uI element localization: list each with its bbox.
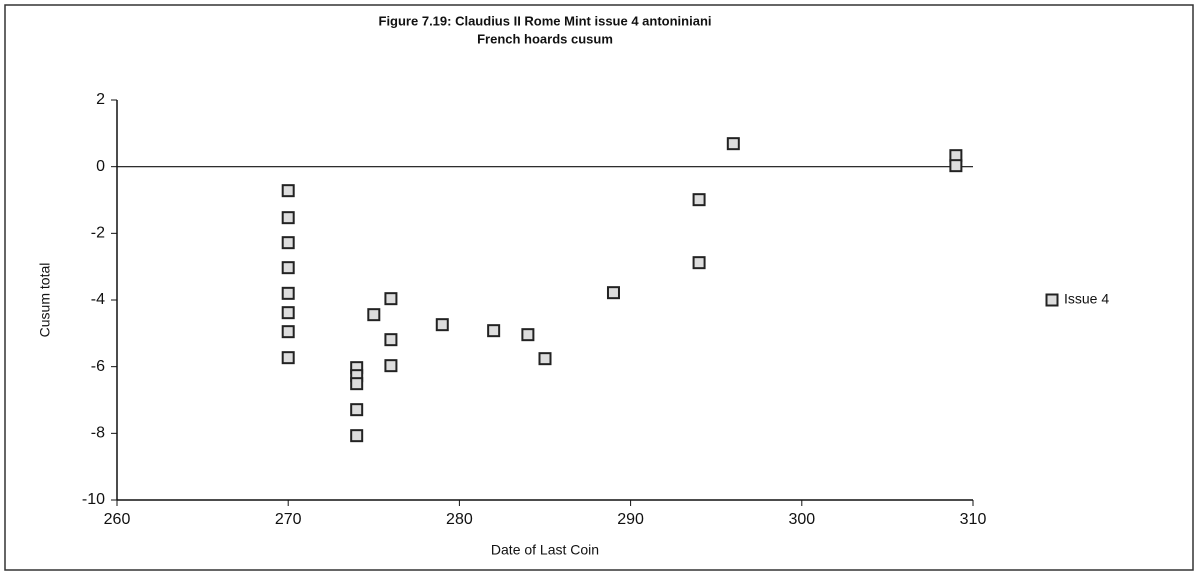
chart-title: Figure 7.19: Claudius II Rome Mint issue…: [379, 13, 712, 28]
point: [949, 159, 963, 173]
y-tick-label: -8: [91, 425, 105, 442]
x-tick-label: 270: [275, 511, 302, 528]
legend-label: Issue 4: [1064, 291, 1109, 307]
point: [487, 324, 501, 338]
point: [281, 306, 295, 320]
point: [435, 318, 449, 332]
y-tick-label: 2: [96, 91, 105, 108]
point: [350, 403, 364, 417]
x-tick-label: 290: [617, 511, 644, 528]
x-axis-label: Date of Last Coin: [491, 542, 599, 558]
point: [281, 184, 295, 198]
point: [281, 261, 295, 275]
point: [281, 211, 295, 225]
point: [606, 286, 620, 300]
y-tick-label: -10: [82, 491, 105, 508]
legend-marker: [1045, 293, 1059, 307]
y-tick-label: 0: [96, 158, 105, 175]
point: [350, 377, 364, 391]
y-tick-label: -2: [91, 225, 105, 242]
point: [538, 352, 552, 366]
frame: [4, 4, 1194, 571]
chart-subtitle: French hoards cusum: [477, 31, 613, 46]
point: [281, 286, 295, 300]
x-tick-label: 260: [104, 511, 131, 528]
point: [281, 236, 295, 250]
point: [521, 328, 535, 342]
point: [384, 359, 398, 373]
y-tick-label: -6: [91, 358, 105, 375]
point: [384, 292, 398, 306]
y-axis-label: Cusum total: [37, 263, 53, 338]
point: [384, 333, 398, 347]
point: [281, 325, 295, 339]
x-tick-label: 310: [960, 511, 987, 528]
point: [726, 137, 740, 151]
x-tick-label: 280: [446, 511, 473, 528]
point: [281, 351, 295, 365]
point: [350, 429, 364, 443]
point: [692, 193, 706, 207]
y-tick-label: -4: [91, 291, 105, 308]
x-tick-label: 300: [788, 511, 815, 528]
point: [692, 256, 706, 270]
point: [367, 308, 381, 322]
